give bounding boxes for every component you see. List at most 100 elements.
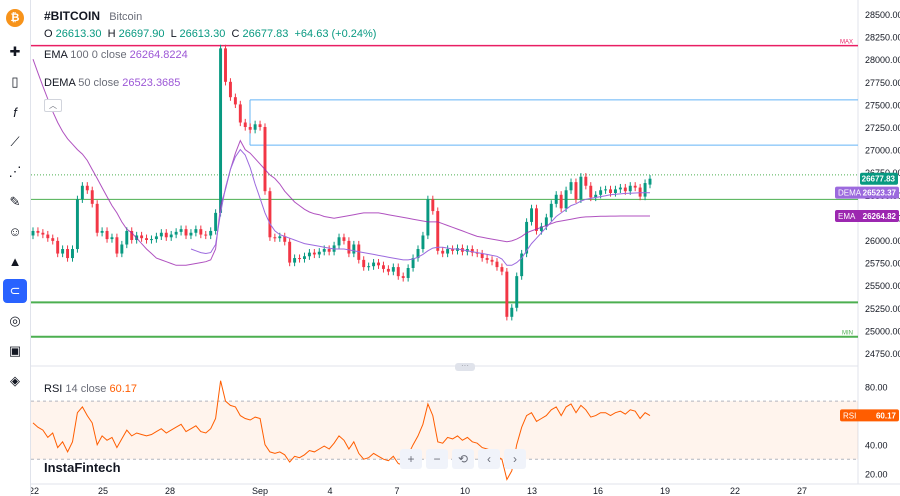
- candles: [31, 44, 652, 321]
- trend-line-icon[interactable]: ⟋: [10, 134, 20, 149]
- candle: [149, 235, 153, 244]
- scroll-right-button[interactable]: ›: [504, 449, 526, 469]
- candle-body: [386, 268, 390, 272]
- candle: [228, 78, 232, 101]
- dema-legend[interactable]: DEMA 50 close 26523.3685: [44, 77, 180, 89]
- price-badge-value: 26677.83: [862, 175, 896, 184]
- fx-icon[interactable]: f: [13, 104, 17, 120]
- candle: [194, 225, 198, 237]
- candle: [396, 263, 400, 280]
- candle-body: [174, 231, 178, 235]
- candle: [426, 195, 430, 240]
- candle: [90, 186, 94, 208]
- candle-body: [544, 217, 548, 227]
- cursor-icon[interactable]: ✚: [9, 44, 21, 59]
- candle: [56, 237, 60, 258]
- magnet-icon[interactable]: ⊂: [3, 279, 27, 303]
- candle-body: [125, 230, 129, 245]
- candle: [372, 258, 376, 270]
- candle-body: [416, 249, 420, 259]
- rsi-legend[interactable]: RSI 14 close 60.17: [44, 383, 137, 395]
- candle: [377, 258, 380, 269]
- candle: [253, 120, 257, 134]
- candle-body: [633, 185, 637, 188]
- candle: [584, 173, 588, 190]
- ema-params: 100 0 close: [70, 49, 127, 61]
- candle-body: [411, 258, 415, 269]
- candle-body: [525, 221, 529, 254]
- symbol-ticker[interactable]: #BITCOIN: [44, 9, 101, 23]
- candle-body: [436, 211, 440, 251]
- layers-icon[interactable]: ◈: [10, 373, 20, 388]
- candle-body: [584, 176, 588, 186]
- ema-line: [32, 59, 650, 266]
- reset-button[interactable]: ⟲: [452, 449, 474, 469]
- pattern-icon[interactable]: ⋰: [8, 164, 22, 179]
- price-badge: EMA 26264.82: [835, 210, 899, 223]
- candle-body: [159, 232, 163, 237]
- candle: [515, 272, 519, 312]
- eye-crossed-icon[interactable]: ◎: [9, 313, 21, 328]
- candle: [441, 247, 445, 258]
- time-tick-label: 27: [797, 486, 807, 496]
- candle: [159, 229, 163, 240]
- candle-body: [71, 249, 74, 259]
- candle: [342, 233, 346, 245]
- low-value: 26613.30: [179, 28, 226, 40]
- price-tick-label: 28000.00: [865, 55, 900, 65]
- candle: [120, 240, 124, 258]
- candle: [535, 204, 538, 235]
- candle: [564, 186, 568, 212]
- rsi-tick-label: 20.00: [865, 470, 888, 480]
- open-label: O: [44, 28, 53, 40]
- pane-resize-handle[interactable]: ···: [455, 362, 475, 371]
- zoom-in-button[interactable]: +: [400, 449, 422, 469]
- candle-body: [574, 182, 578, 200]
- candle-body: [307, 252, 311, 257]
- candle: [85, 182, 89, 194]
- price-tick-label: 25000.00: [865, 326, 900, 336]
- brush-icon[interactable]: ✎: [9, 194, 21, 209]
- high-label: H: [107, 28, 116, 40]
- candle-body: [169, 234, 173, 238]
- price-tick-label: 26000.00: [865, 236, 900, 246]
- time-tick-label: 22: [730, 486, 740, 496]
- candle-body: [589, 185, 593, 198]
- rsi-badge-label: RSI: [843, 411, 856, 420]
- measure-icon[interactable]: ▲: [8, 253, 22, 269]
- candle-body: [618, 187, 622, 190]
- candle: [530, 204, 534, 226]
- candle: [164, 229, 168, 241]
- grid: [31, 0, 900, 485]
- candle-body: [288, 241, 292, 263]
- price-badge-bg: [860, 172, 898, 185]
- candle-body: [549, 203, 553, 218]
- candle: [569, 178, 573, 194]
- candle: [293, 254, 297, 267]
- candle-body: [539, 226, 543, 231]
- candle: [36, 227, 40, 237]
- candle-body: [638, 187, 642, 197]
- candle-body: [293, 258, 297, 263]
- candle: [312, 249, 316, 259]
- candle: [66, 245, 70, 262]
- lock-icon[interactable]: ▣: [8, 343, 22, 358]
- candle: [130, 227, 134, 244]
- dema-line: [190, 148, 650, 266]
- collapse-legend-icon[interactable]: ︿: [44, 99, 62, 112]
- candle-body: [56, 240, 60, 254]
- scroll-left-button[interactable]: ‹: [478, 449, 500, 469]
- candles-icon[interactable]: ▯: [11, 74, 19, 89]
- ema-value: 26264.8224: [129, 49, 188, 61]
- zoom-out-button[interactable]: −: [426, 449, 448, 469]
- emoji-icon[interactable]: ☺: [8, 223, 22, 239]
- candle-body: [238, 104, 242, 123]
- candle-body: [154, 236, 158, 240]
- candle: [386, 265, 390, 276]
- ema-legend[interactable]: EMA 100 0 close 26264.8224: [44, 49, 188, 61]
- candle: [431, 195, 435, 215]
- time-tick-label: 19: [660, 486, 670, 496]
- candle: [347, 237, 351, 258]
- candle: [71, 245, 74, 262]
